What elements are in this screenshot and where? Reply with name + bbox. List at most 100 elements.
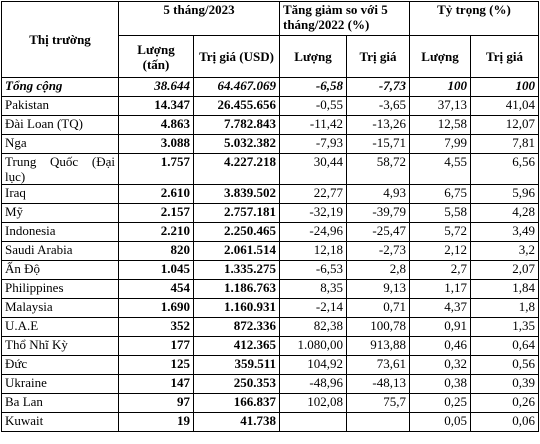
header-market: Thị trường	[1, 1, 119, 78]
value-cell: 58,72	[346, 153, 410, 185]
value-cell: 147	[118, 374, 194, 394]
value-cell: 454	[118, 279, 194, 299]
table-row: Ấn Độ 1.045 1.335.275 -6,53 2,8 2,7 2,07	[1, 260, 540, 280]
value-cell: 97	[118, 393, 194, 413]
value-cell: -13,26	[346, 115, 410, 135]
value-cell: 8,35	[279, 279, 347, 299]
value-cell: 38.644	[118, 77, 194, 97]
trade-table: Thị trường 5 tháng/2023 Tăng giảm so với…	[1, 1, 540, 432]
value-cell: 41.738	[193, 412, 280, 432]
value-cell: 0,39	[469, 374, 540, 394]
value-cell: 12,07	[469, 115, 540, 135]
value-cell: 1.335.275	[193, 260, 280, 280]
market-cell: Thổ Nhĩ Kỳ	[1, 336, 119, 356]
market-cell: U.A.E	[1, 317, 119, 337]
value-cell: 0,25	[409, 393, 471, 413]
value-cell: -25,47	[346, 222, 410, 242]
value-cell: 0,26	[469, 393, 540, 413]
value-cell: 9,13	[346, 279, 410, 299]
value-cell: 7,99	[409, 134, 471, 154]
value-cell: 1.757	[118, 153, 194, 185]
header-group: Tăng giảm so với 5 tháng/2022 (%)	[279, 1, 410, 36]
value-cell: -0,55	[279, 96, 347, 116]
header-sub: Trị giá (USD)	[193, 35, 280, 78]
value-cell: 102,08	[279, 393, 347, 413]
value-cell: 1.045	[118, 260, 194, 280]
value-cell: 2.210	[118, 222, 194, 242]
value-cell: 4,93	[346, 184, 410, 204]
value-cell: 37,13	[409, 96, 471, 116]
value-cell: 6,56	[469, 153, 540, 185]
value-cell: 872.336	[193, 317, 280, 337]
value-cell: 4.227.218	[193, 153, 280, 185]
value-cell: 41,04	[469, 96, 540, 116]
value-cell: 3.839.502	[193, 184, 280, 204]
market-cell: Trung Quốc (Đại lục)	[1, 153, 119, 185]
value-cell: 2,12	[409, 241, 471, 261]
value-cell: -6,58	[279, 77, 347, 97]
value-cell: 14.347	[118, 96, 194, 116]
header-sub: Lượng	[409, 35, 471, 78]
market-cell: Ấn Độ	[1, 260, 119, 280]
value-cell	[279, 412, 347, 432]
value-cell: 0,38	[409, 374, 471, 394]
value-cell: 12,18	[279, 241, 347, 261]
value-cell: 100	[409, 77, 471, 97]
value-cell: -7,73	[346, 77, 410, 97]
value-cell: 166.837	[193, 393, 280, 413]
table-row: Kuwait 19 41.738 0,05 0,06	[1, 412, 540, 432]
value-cell: 64.467.069	[193, 77, 280, 97]
table-row: U.A.E 352 872.336 82,38 100,78 0,91 1,35	[1, 317, 540, 337]
market-cell: Indonesia	[1, 222, 119, 242]
value-cell: 2.610	[118, 184, 194, 204]
header-sub: Lượng (tấn)	[118, 35, 194, 78]
table-row: Philippines 454 1.186.763 8,35 9,13 1,17 1,84	[1, 279, 540, 299]
value-cell: 75,7	[346, 393, 410, 413]
value-cell: 1.160.931	[193, 298, 280, 318]
value-cell: 7.782.843	[193, 115, 280, 135]
value-cell: 250.353	[193, 374, 280, 394]
value-cell: -48,96	[279, 374, 347, 394]
market-cell: Iraq	[1, 184, 119, 204]
value-cell: 5,96	[469, 184, 540, 204]
value-cell: 359.511	[193, 355, 280, 375]
value-cell: 3.088	[118, 134, 194, 154]
value-cell	[346, 412, 410, 432]
value-cell: 1,8	[469, 298, 540, 318]
table-row: Đài Loan (TQ) 4.863 7.782.843 -11,42 -13,26 1…	[1, 115, 540, 135]
value-cell: 0,56	[469, 355, 540, 375]
header-group: 5 tháng/2023	[118, 1, 280, 36]
value-cell: 100,78	[346, 317, 410, 337]
header-sub: Lượng	[279, 35, 347, 78]
value-cell: 4.863	[118, 115, 194, 135]
value-cell: 4,37	[409, 298, 471, 318]
value-cell: 0,32	[409, 355, 471, 375]
value-cell: 4,55	[409, 153, 471, 185]
value-cell: 5.032.382	[193, 134, 280, 154]
value-cell: 0,91	[409, 317, 471, 337]
value-cell: 0,05	[409, 412, 471, 432]
table-row: Nga 3.088 5.032.382 -7,93 -15,71 7,99 7,81	[1, 134, 540, 154]
header-group: Tỷ trọng (%)	[408, 1, 540, 36]
value-cell: 820	[118, 241, 194, 261]
value-cell: 1,84	[469, 279, 540, 299]
value-cell: 2,7	[409, 260, 471, 280]
value-cell: -15,71	[346, 134, 410, 154]
value-cell: 125	[118, 355, 194, 375]
market-cell: Nga	[1, 134, 119, 154]
table-row: Tổng cộng 38.644 64.467.069 -6,58 -7,73 100 10…	[1, 77, 540, 97]
value-cell: 5,58	[409, 203, 471, 223]
value-cell: 5,72	[409, 222, 471, 242]
market-cell: Kuwait	[1, 412, 119, 432]
market-cell: Mỹ	[1, 203, 119, 223]
header-sub: Trị giá	[469, 35, 540, 78]
market-cell: Ba Lan	[1, 393, 119, 413]
table-row: Indonesia 2.210 2.250.465 -24,96 -25,47 5,72 3…	[1, 222, 540, 242]
value-cell: 2,8	[346, 260, 410, 280]
value-cell: 1.186.763	[193, 279, 280, 299]
market-cell: Saudi Arabia	[1, 241, 119, 261]
value-cell: -6,53	[279, 260, 347, 280]
market-cell: Philippines	[1, 279, 119, 299]
value-cell: 1.690	[118, 298, 194, 318]
